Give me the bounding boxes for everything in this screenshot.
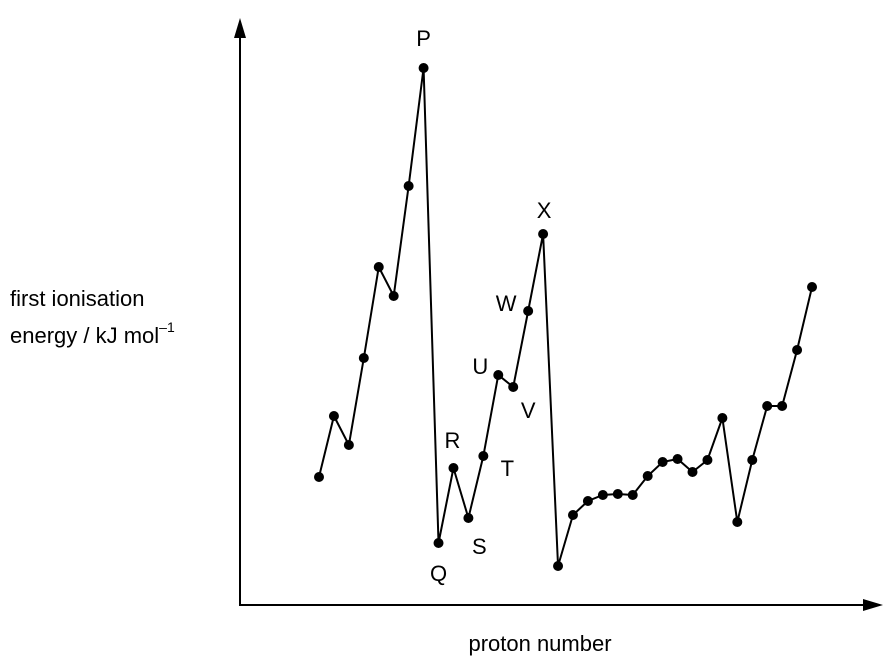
point-annotation: U (472, 354, 488, 379)
x-axis-label: proton number (468, 631, 611, 656)
data-point (314, 472, 324, 482)
data-point (612, 489, 623, 499)
data-point (508, 382, 519, 392)
data-point (493, 370, 504, 380)
data-point (523, 306, 534, 316)
data-point (582, 496, 593, 506)
data-point (657, 457, 668, 467)
data-point (358, 353, 369, 363)
data-point (732, 517, 743, 527)
point-annotation: R (445, 428, 461, 453)
point-annotation: S (472, 534, 487, 559)
y-axis-label-text: energy / kJ mol (10, 323, 159, 348)
point-annotation: X (537, 198, 552, 223)
data-point (717, 413, 728, 423)
data-point (807, 282, 818, 292)
data-line (318, 67, 813, 567)
data-point (597, 490, 608, 500)
data-point (418, 63, 429, 73)
y-axis-label-sup: –1 (159, 319, 175, 335)
data-point (553, 561, 564, 571)
y-axis-label: energy / kJ mol–1 (10, 319, 175, 348)
point-annotation: W (496, 291, 517, 316)
data-point (627, 490, 638, 500)
data-point (463, 513, 474, 523)
data-point (702, 455, 713, 465)
y-axis-arrow (234, 18, 246, 38)
x-axis-arrow (863, 599, 883, 611)
data-point (792, 345, 803, 355)
data-point (762, 401, 773, 411)
point-annotation: V (521, 398, 536, 423)
data-point (538, 229, 549, 239)
point-annotation: Q (430, 561, 447, 586)
data-point (433, 538, 444, 548)
data-point (672, 454, 683, 464)
data-point (478, 451, 489, 461)
data-point (343, 440, 354, 450)
data-point (777, 401, 788, 411)
data-point (373, 262, 384, 272)
data-point (328, 411, 339, 421)
y-axis-label: first ionisation (10, 286, 145, 311)
data-point (567, 510, 578, 520)
point-annotation: P (416, 26, 431, 51)
data-point (687, 467, 698, 477)
data-point (388, 291, 399, 301)
data-point (403, 181, 414, 191)
data-point (747, 455, 758, 465)
data-point (448, 463, 459, 473)
data-point (642, 471, 653, 481)
point-annotation: T (501, 456, 514, 481)
